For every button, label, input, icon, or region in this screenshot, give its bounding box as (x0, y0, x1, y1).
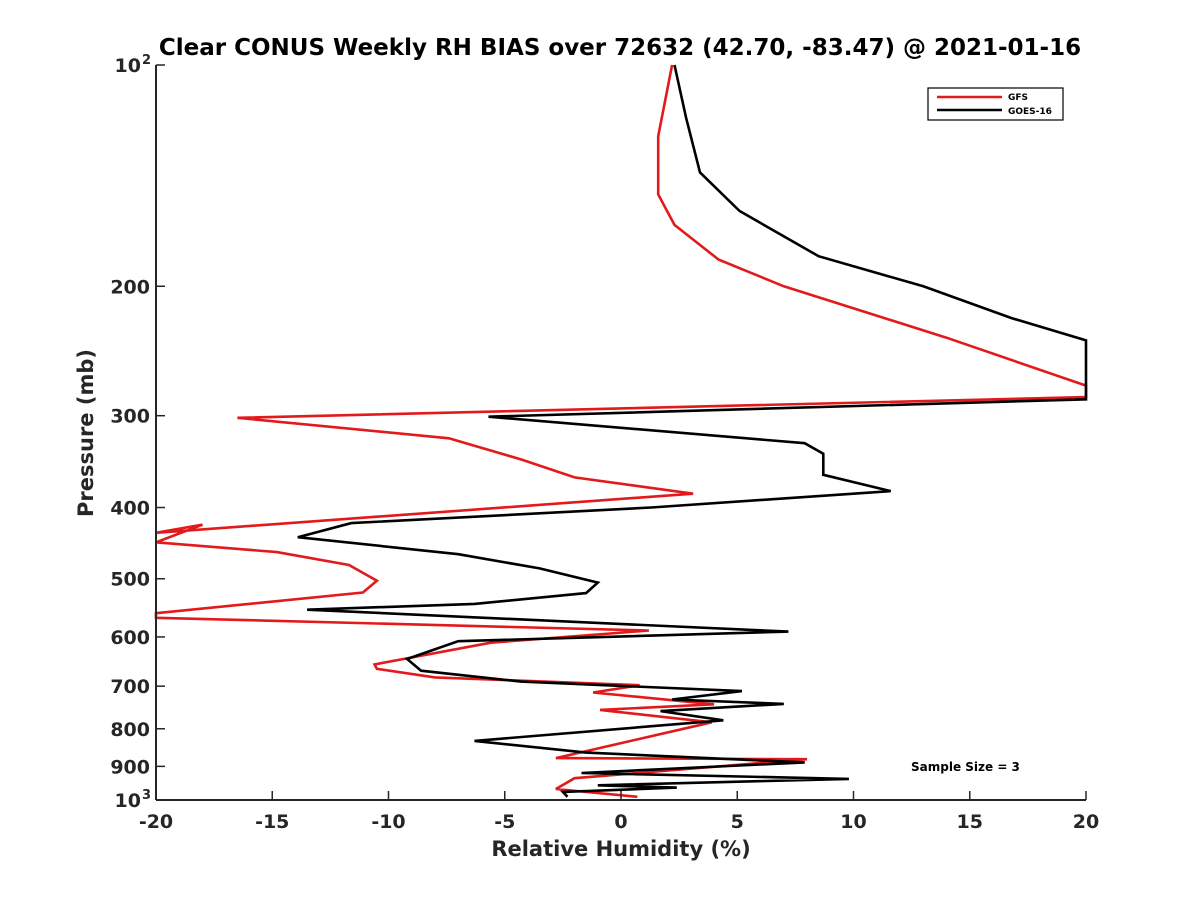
sample-size-annotation: Sample Size = 3 (911, 760, 1020, 774)
series-line-goes16 (297, 64, 1088, 798)
plot-area (156, 65, 1086, 800)
axes-background (156, 65, 1086, 800)
series-line-gfs (154, 64, 1088, 799)
legend-label-goes16: GOES-16 (1008, 107, 1052, 117)
y-tick-label: 500 (110, 569, 150, 591)
legend-box (927, 87, 1064, 121)
x-tick-label: -20 (139, 811, 173, 833)
y-tick-exponent: 3 (142, 788, 151, 803)
y-tick-label: 600 (110, 627, 150, 649)
y-tick-label: 800 (110, 719, 150, 741)
y-tick-exponent: 2 (142, 53, 151, 68)
y-tick-label: 10 (115, 790, 141, 812)
y-tick-label: 900 (110, 756, 150, 778)
legend-label-gfs: GFS (1008, 93, 1028, 103)
x-tick-label: -15 (255, 811, 289, 833)
x-axis-label: Relative Humidity (%) (491, 837, 750, 861)
x-tick-label: 15 (957, 811, 983, 833)
y-axis-label: Pressure (mb) (74, 349, 98, 517)
x-tick-label: -10 (371, 811, 405, 833)
y-tick-label: 200 (110, 276, 150, 298)
y-tick-label: 300 (110, 406, 150, 428)
series-layer (154, 64, 1088, 799)
x-tick-label: 20 (1073, 811, 1099, 833)
y-tick-label: 10 (115, 55, 141, 77)
x-ticks: -20 -15 -10 -5 0 5 10 15 20 (139, 791, 1099, 833)
x-tick-label: -5 (494, 811, 515, 833)
chart-title: Clear CONUS Weekly RH BIAS over 72632 (4… (159, 35, 1081, 61)
x-tick-label: 0 (614, 811, 627, 833)
legend: GFS GOES-16 (927, 87, 1064, 121)
x-tick-label: 5 (731, 811, 744, 833)
y-tick-label: 700 (110, 676, 150, 698)
y-tick-label: 400 (110, 498, 150, 520)
x-tick-label: 10 (840, 811, 866, 833)
